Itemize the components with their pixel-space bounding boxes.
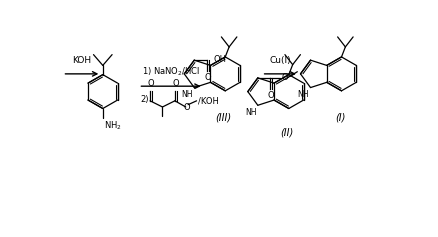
Text: (I): (I): [335, 112, 345, 122]
Text: 2): 2): [140, 96, 148, 105]
Text: Cu(I): Cu(I): [269, 56, 291, 65]
Text: O: O: [172, 79, 179, 88]
Text: 1) NaNO$_2$/HCl: 1) NaNO$_2$/HCl: [142, 65, 200, 78]
Text: NH$_2$: NH$_2$: [104, 119, 122, 132]
Text: /KOH: /KOH: [198, 96, 219, 105]
Text: (III): (III): [215, 112, 232, 122]
Text: KOH: KOH: [72, 56, 92, 65]
Text: OH: OH: [214, 55, 226, 64]
Text: (II): (II): [281, 128, 294, 138]
Text: O: O: [282, 73, 289, 82]
Text: NH: NH: [245, 108, 256, 117]
Text: O: O: [148, 79, 154, 88]
Text: O: O: [204, 73, 211, 82]
Text: O: O: [183, 103, 190, 112]
Text: NH: NH: [297, 90, 309, 99]
Text: NH: NH: [181, 90, 193, 99]
Text: O: O: [268, 91, 274, 100]
